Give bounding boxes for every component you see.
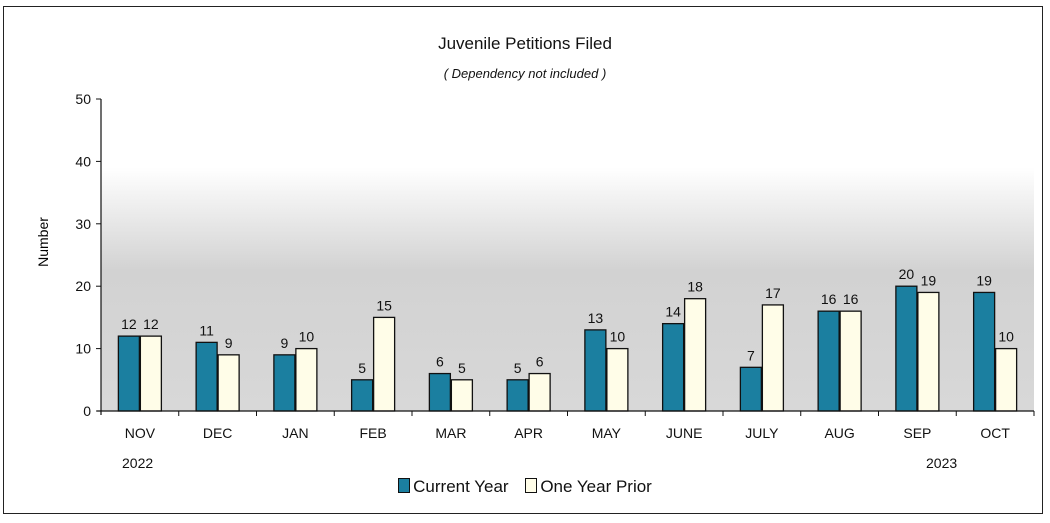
legend-label-one-year-prior: One Year Prior xyxy=(540,477,652,496)
bar-current-year-oct xyxy=(972,291,996,412)
data-label-one-year-prior-jan: 10 xyxy=(299,329,315,345)
chart-title: Juvenile Petitions Filed xyxy=(438,34,612,53)
data-label-current-year-mar: 6 xyxy=(436,354,444,370)
bar-current-year-aug xyxy=(817,310,840,412)
chart-frame xyxy=(3,6,1043,514)
y-tick-label-20: 20 xyxy=(75,278,91,294)
data-label-current-year-july: 7 xyxy=(747,347,755,363)
x-tick-label-dec: DEC xyxy=(203,425,233,441)
bar-one-year-prior-mar xyxy=(450,379,474,412)
bar-one-year-prior-oct xyxy=(994,347,1018,412)
year-label-start: 2022 xyxy=(122,455,154,471)
y-tick-label-10: 10 xyxy=(75,341,91,357)
y-axis-label: Number xyxy=(35,217,51,267)
bar-one-year-prior-dec xyxy=(217,354,240,412)
bar-current-year-may xyxy=(584,329,607,412)
data-label-one-year-prior-feb: 15 xyxy=(376,297,392,313)
legend-swatch-one-year-prior xyxy=(525,478,538,493)
x-tick-label-nov: NOV xyxy=(125,425,156,441)
legend-swatch-current-year xyxy=(398,478,411,493)
bar-one-year-prior-jan xyxy=(295,347,318,412)
data-label-current-year-may: 13 xyxy=(588,310,604,326)
bar-current-year-june xyxy=(661,322,685,412)
x-tick-label-july: JULY xyxy=(745,425,779,441)
bar-current-year-jan xyxy=(273,354,296,412)
data-label-one-year-prior-mar: 5 xyxy=(458,360,466,376)
x-tick-label-mar: MAR xyxy=(435,425,466,441)
bar-one-year-prior-feb xyxy=(372,316,396,412)
legend: Current Year One Year Prior xyxy=(0,477,1050,497)
x-tick-label-feb: FEB xyxy=(360,425,387,441)
bar-one-year-prior-july xyxy=(761,304,785,412)
y-tick-label-30: 30 xyxy=(75,216,91,232)
data-label-current-year-feb: 5 xyxy=(358,360,366,376)
data-label-current-year-dec: 11 xyxy=(199,322,214,338)
year-label-end: 2023 xyxy=(926,455,958,471)
bar-current-year-dec xyxy=(195,341,218,412)
legend-item-current-year: Current Year xyxy=(398,477,509,497)
bar-one-year-prior-june xyxy=(683,298,707,412)
bar-current-year-sep xyxy=(895,285,918,412)
bar-one-year-prior-apr xyxy=(528,372,551,412)
bar-current-year-apr xyxy=(506,379,529,412)
data-label-current-year-jan: 9 xyxy=(280,335,288,351)
bar-current-year-mar xyxy=(428,372,452,412)
x-tick-label-apr: APR xyxy=(514,425,543,441)
axis-layer: NOV DEC JAN FEB MAR APR MAY JUNE JULY AUG SEP OCT 0 1… xyxy=(75,91,1035,441)
x-tick-label-jan: JAN xyxy=(282,425,308,441)
legend-label-current-year: Current Year xyxy=(413,477,509,496)
bar-current-year-nov xyxy=(117,335,141,412)
x-tick-label-may: MAY xyxy=(592,425,622,441)
data-label-one-year-prior-dec: 9 xyxy=(225,335,233,351)
data-label-one-year-prior-nov: 12 xyxy=(143,316,159,332)
data-label-one-year-prior-sep: 19 xyxy=(921,272,937,288)
data-label-one-year-prior-july: 17 xyxy=(765,285,781,301)
bar-one-year-prior-may xyxy=(606,347,629,412)
bar-current-year-july xyxy=(739,366,763,412)
x-tick-label-aug: AUG xyxy=(824,425,854,441)
x-tick-label-oct: OCT xyxy=(980,425,1010,441)
data-label-one-year-prior-aug: 16 xyxy=(843,291,859,307)
y-tick-label-0: 0 xyxy=(83,403,91,419)
data-label-current-year-sep: 20 xyxy=(899,266,915,282)
y-tick-label-50: 50 xyxy=(75,91,91,107)
data-label-current-year-oct: 19 xyxy=(976,272,992,288)
data-label-one-year-prior-june: 18 xyxy=(687,279,703,295)
data-label-current-year-apr: 5 xyxy=(514,360,522,376)
chart-subtitle: ( Dependency not included ) xyxy=(443,66,607,81)
data-label-current-year-aug: 16 xyxy=(821,291,837,307)
data-label-one-year-prior-oct: 10 xyxy=(998,329,1014,345)
x-tick-label-june: JUNE xyxy=(666,425,703,441)
bar-one-year-prior-sep xyxy=(917,291,940,412)
legend-item-one-year-prior: One Year Prior xyxy=(525,477,652,497)
data-label-one-year-prior-apr: 6 xyxy=(536,354,544,370)
bar-one-year-prior-aug xyxy=(839,310,862,412)
x-tick-label-sep: SEP xyxy=(903,425,931,441)
bar-current-year-feb xyxy=(350,379,374,412)
bar-one-year-prior-nov xyxy=(139,335,163,412)
plot-area xyxy=(101,99,1034,411)
data-label-one-year-prior-may: 10 xyxy=(610,329,626,345)
data-label-current-year-nov: 12 xyxy=(121,316,137,332)
data-label-current-year-june: 14 xyxy=(665,304,681,320)
y-tick-label-40: 40 xyxy=(75,153,91,169)
